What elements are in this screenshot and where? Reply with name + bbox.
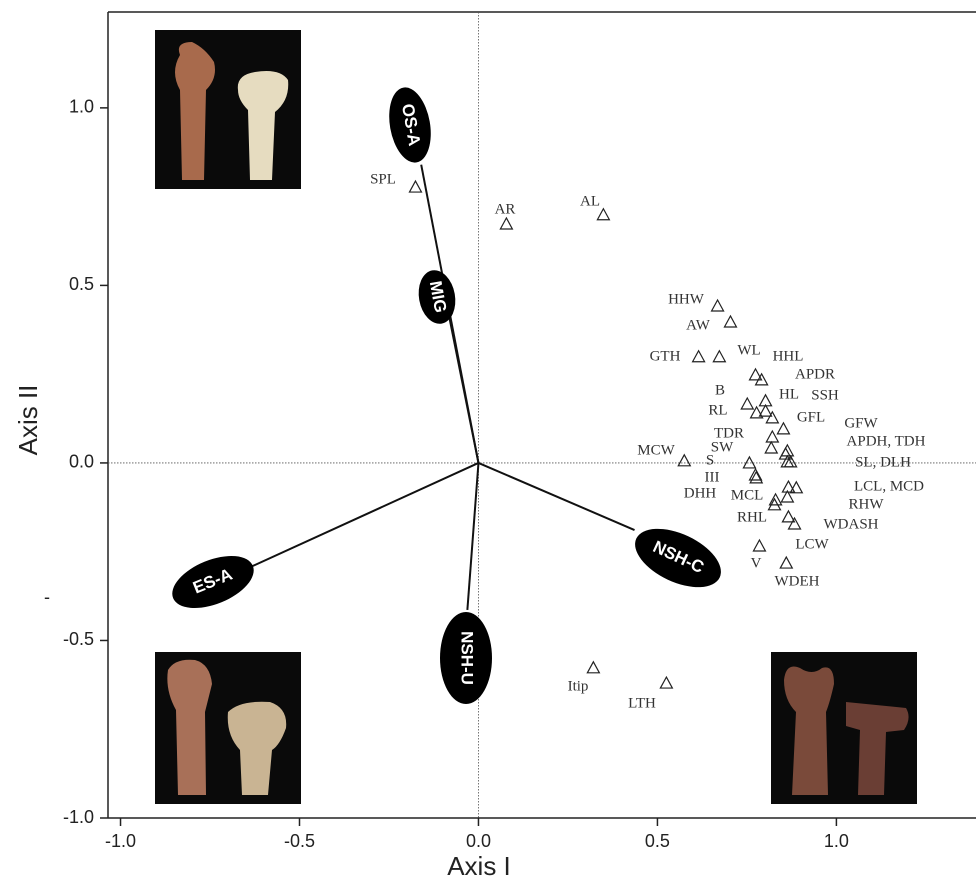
point — [777, 423, 789, 434]
point-label: APDR — [795, 366, 835, 382]
point-label: HHW — [668, 291, 705, 307]
point — [765, 442, 777, 453]
point-label: DHH — [684, 485, 717, 501]
point — [770, 494, 782, 505]
point — [741, 398, 753, 409]
point — [693, 351, 705, 362]
y-tick-label: 0.5 — [69, 274, 94, 294]
x-tick-label: -0.5 — [284, 831, 315, 851]
point-label: MCW — [637, 442, 675, 458]
y-tick-label: 0.0 — [69, 452, 94, 472]
point-label: SPL — [370, 171, 396, 187]
point — [713, 351, 725, 362]
point-label: B — [715, 382, 725, 398]
point — [753, 540, 765, 551]
point — [766, 412, 778, 423]
loading-vector — [244, 463, 478, 570]
point-label: LCW — [795, 536, 829, 552]
point — [743, 457, 755, 468]
point-label: AW — [686, 317, 711, 333]
annotation: - — [44, 587, 50, 607]
point — [780, 557, 792, 568]
point-label: GFL — [797, 409, 825, 425]
y-tick-label: -0.5 — [63, 629, 94, 649]
vector-label: NSH-U — [458, 631, 477, 685]
point-label: WDASH — [824, 516, 879, 532]
loading-vector — [478, 463, 634, 530]
point — [500, 218, 512, 229]
loading-vector — [449, 318, 478, 463]
point — [789, 518, 801, 529]
x-tick-label: 0.5 — [645, 831, 670, 851]
point-label: RHW — [849, 496, 885, 512]
point-label: WDEH — [775, 573, 820, 589]
point-label: SSH — [811, 387, 839, 403]
point-label: HL — [779, 386, 799, 402]
point-label: SL, DLH — [855, 454, 911, 470]
point-label: AL — [580, 193, 600, 209]
point-label: HHL — [773, 348, 804, 364]
point — [597, 209, 609, 220]
point — [782, 481, 794, 492]
point — [724, 316, 736, 327]
x-tick-label: 0.0 — [466, 831, 491, 851]
point-label: III — [705, 469, 720, 485]
point-label: LCL, MCD — [854, 478, 924, 494]
point — [678, 455, 690, 466]
y-tick-label: 1.0 — [69, 97, 94, 117]
point-label: AR — [495, 201, 516, 217]
point-label: SW — [711, 439, 734, 455]
point-label: APDH, TDH — [847, 433, 926, 449]
point — [712, 300, 724, 311]
point-label: Itip — [568, 678, 589, 694]
point — [409, 181, 421, 192]
point — [587, 662, 599, 673]
point-label: LTH — [628, 695, 656, 711]
photo — [155, 30, 301, 189]
chart: Axis I Axis II - -1.0 -0.5 0.0 0.5 1.0 1.0 0.5… — [0, 0, 976, 885]
y-axis-title: Axis II — [13, 385, 43, 456]
point-label: GTH — [650, 348, 681, 364]
point-label: V — [751, 555, 762, 571]
y-tick-label: -1.0 — [63, 807, 94, 827]
point-label: RHL — [737, 509, 767, 525]
point-label: MCL — [731, 487, 764, 503]
point — [660, 677, 672, 688]
x-tick-label: -1.0 — [105, 831, 136, 851]
x-tick-label: 1.0 — [824, 831, 849, 851]
point-label: WL — [737, 342, 760, 358]
x-axis-title: Axis I — [447, 851, 511, 881]
point-label: GFW — [844, 415, 878, 431]
loading-vector — [467, 463, 478, 610]
point — [766, 431, 778, 442]
point-label: RL — [708, 402, 727, 418]
